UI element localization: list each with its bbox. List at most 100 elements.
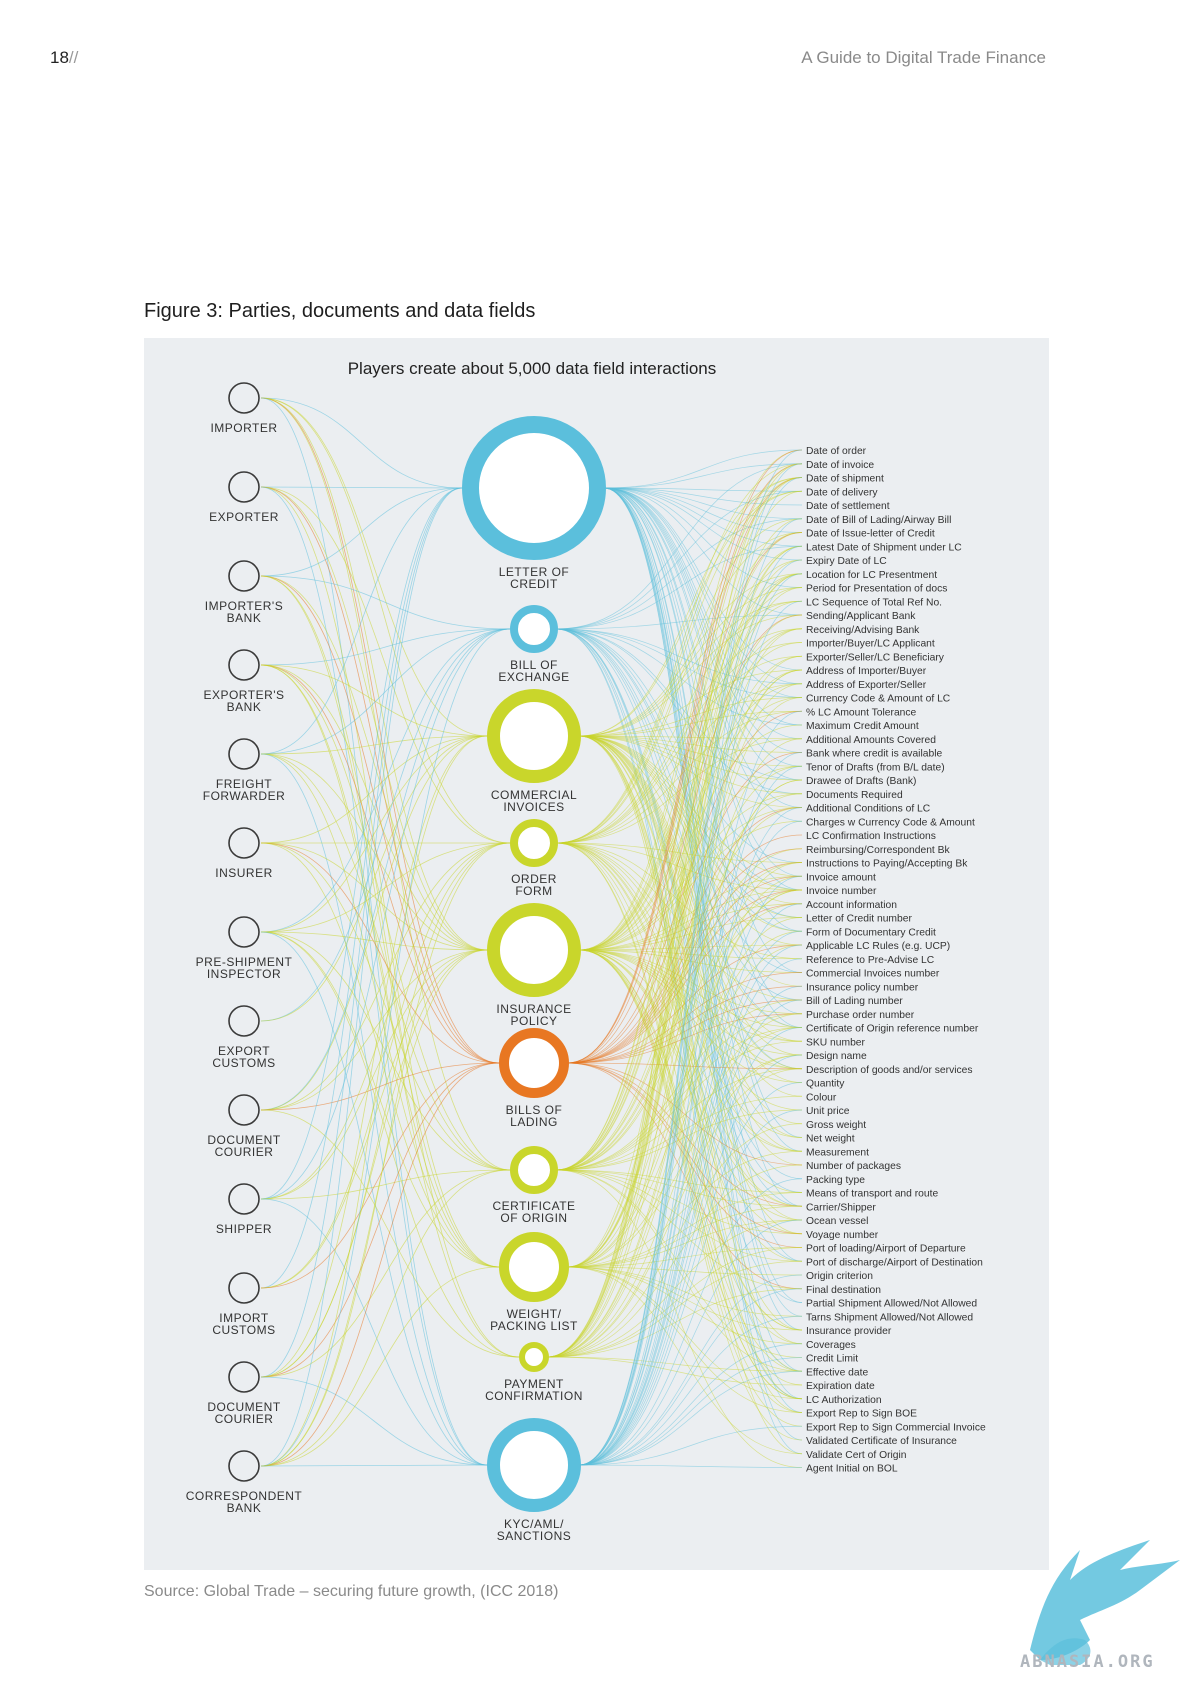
party-ring-icon — [228, 1094, 260, 1126]
document-field-link — [546, 669, 803, 1358]
document-field-link — [578, 949, 803, 1152]
party-document-link — [260, 628, 511, 666]
party-node: SHIPPER — [216, 1183, 272, 1236]
data-field-label: Additional Conditions of LC — [806, 804, 931, 815]
party-document-link — [260, 664, 520, 1358]
data-field-label: Instructions to Paying/Accepting Bk — [806, 859, 968, 870]
document-label: POLICY — [510, 1014, 557, 1028]
document-field-link — [578, 949, 803, 1235]
document-field-link — [546, 587, 803, 1358]
document-field-link — [578, 735, 803, 1235]
document-field-link — [555, 628, 803, 918]
document-field-link — [546, 779, 803, 1358]
document-field-link — [546, 628, 803, 1358]
document-field-link — [555, 842, 803, 891]
data-field-label: Commercial Invoices number — [806, 969, 940, 980]
party-document-link — [260, 1266, 500, 1467]
document-field-link — [566, 614, 803, 1064]
party-document-link — [260, 397, 488, 1466]
document-field-link — [566, 1205, 803, 1268]
party-document-link — [260, 949, 488, 1200]
data-field-label: LC Sequence of Total Ref No. — [806, 597, 942, 608]
data-field-label: Gross weight — [806, 1120, 866, 1131]
document-field-link — [578, 875, 803, 1466]
document-field-link — [566, 449, 803, 1064]
diagram-subtitle: Players create about 5,000 data field in… — [348, 359, 717, 378]
document-field-link — [546, 1260, 803, 1358]
party-document-link — [260, 931, 488, 951]
data-field-label: Quantity — [806, 1079, 845, 1090]
party-document-link — [260, 628, 511, 1467]
document-field-link — [555, 683, 803, 844]
party-document-link — [260, 628, 511, 1111]
document-field-link — [566, 944, 803, 1064]
data-field-label: Latest Date of Shipment under LC — [806, 542, 962, 553]
document-field-link — [555, 573, 803, 1171]
party-document-link — [260, 664, 488, 737]
document-label: LETTER OF — [499, 565, 570, 579]
document-field-link — [546, 518, 803, 1358]
party-label: FREIGHT — [216, 777, 272, 791]
data-field-label: Final destination — [806, 1285, 881, 1296]
document-field-link — [566, 1266, 803, 1331]
document-field-link — [578, 449, 803, 1466]
document-ring-icon — [519, 1342, 549, 1372]
party-node: IMPORTER — [210, 382, 277, 435]
party-ring-icon — [228, 916, 260, 948]
document-field-link — [566, 999, 803, 1064]
data-field-label: Address of Exporter/Seller — [806, 680, 927, 691]
data-field-label: Purchase order number — [806, 1010, 915, 1021]
data-field-label: Date of settlement — [806, 501, 890, 512]
party-document-link — [260, 575, 500, 1064]
document-field-link — [566, 477, 803, 1064]
document-label: SANCTIONS — [497, 1529, 572, 1543]
data-field-label: Date of order — [806, 446, 867, 457]
document-field-link — [555, 463, 803, 630]
party-document-link — [260, 487, 463, 1378]
party-document-link — [260, 1169, 511, 1378]
data-field-label: Agent Initial on BOL — [806, 1464, 898, 1475]
document-field-link — [578, 1357, 803, 1466]
document-field-link — [566, 697, 803, 1268]
data-field-label: Colour — [806, 1092, 837, 1103]
document-label: BILL OF — [510, 658, 558, 672]
document-field-link — [566, 683, 803, 1268]
document-field-link — [578, 949, 803, 1331]
party-document-link — [260, 753, 511, 1171]
data-field-label: Ocean vessel — [806, 1216, 868, 1227]
party-ring-icon — [228, 738, 260, 770]
document-field-link — [555, 628, 803, 1171]
document-field-link — [578, 949, 803, 1345]
party-document-link — [260, 842, 511, 1289]
document-field-link — [578, 807, 803, 1466]
party-document-link — [260, 397, 463, 489]
document-field-link — [555, 1013, 803, 1171]
data-field-label: Form of Documentary Credit — [806, 927, 936, 938]
party-label: INSURER — [215, 866, 273, 880]
party-document-link — [260, 735, 488, 755]
document-field-link — [578, 477, 803, 1466]
network-diagram: IMPORTEREXPORTERIMPORTER'SBANKEXPORTER'S… — [186, 359, 986, 1543]
party-ring-icon — [228, 1361, 260, 1393]
document-field-link — [555, 532, 803, 1171]
document-field-link — [546, 1123, 803, 1358]
party-ring-icon — [228, 1183, 260, 1215]
data-field-label: Maximum Credit Amount — [806, 721, 919, 732]
document-field-link — [578, 949, 803, 1427]
party-document-link — [260, 487, 463, 1467]
party-label: EXPORTER — [209, 510, 279, 524]
document-label: KYC/AML/ — [504, 1517, 564, 1531]
data-field-label: Invoice number — [806, 886, 877, 897]
document-field-link — [578, 958, 803, 1466]
document-field-link — [578, 449, 803, 951]
document-field-link — [578, 875, 803, 951]
data-field-label: Period for Presentation of docs — [806, 584, 947, 595]
